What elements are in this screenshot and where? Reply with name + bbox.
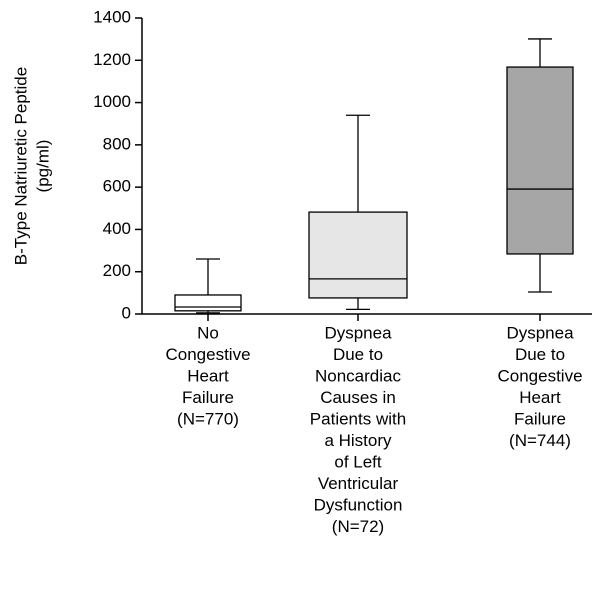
x-tick-label: Noncardiac xyxy=(315,366,401,385)
x-tick-label: (N=744) xyxy=(509,431,571,450)
x-tick-label: Congestive xyxy=(497,366,582,385)
x-tick-label: Due to xyxy=(333,345,383,364)
box xyxy=(506,66,574,255)
x-tick-label: Ventricular xyxy=(318,474,399,493)
x-tick-label: Patients with xyxy=(310,409,406,428)
y-label: B-Type Natriuretic Peptide (pg/ml) xyxy=(11,67,52,265)
x-tick-label: Dysfunction xyxy=(314,495,403,514)
x-tick-label: Failure xyxy=(514,409,566,428)
y-tick-label: 1400 xyxy=(93,7,131,26)
x-tick-label: Congestive xyxy=(165,345,250,364)
x-tick-label: Heart xyxy=(519,388,561,407)
y-label-line: B-Type Natriuretic Peptide xyxy=(11,67,30,265)
x-tick-label: a History xyxy=(324,431,392,450)
x-tick-label: (N=72) xyxy=(332,517,384,536)
y-tick-label: 600 xyxy=(103,177,131,196)
x-tick-label: Dyspnea xyxy=(506,323,574,342)
y-tick-label: 0 xyxy=(122,303,131,322)
y-tick-label: 400 xyxy=(103,219,131,238)
box xyxy=(174,294,242,312)
box xyxy=(308,211,408,299)
x-tick-label: Due to xyxy=(515,345,565,364)
x-tick-label: of Left xyxy=(334,452,382,471)
x-tick-label: (N=770) xyxy=(177,409,239,428)
y-tick-label: 800 xyxy=(103,134,131,153)
y-tick-label: 1000 xyxy=(93,92,131,111)
x-tick-label: Failure xyxy=(182,388,234,407)
x-tick-label: Causes in xyxy=(320,388,396,407)
x-tick-label: Dyspnea xyxy=(324,323,392,342)
y-label-line: (pg/ml) xyxy=(33,140,52,193)
x-tick-label: Heart xyxy=(187,366,229,385)
y-tick-label: 200 xyxy=(103,261,131,280)
y-tick-label: 1200 xyxy=(93,50,131,69)
x-tick-label: No xyxy=(197,323,219,342)
